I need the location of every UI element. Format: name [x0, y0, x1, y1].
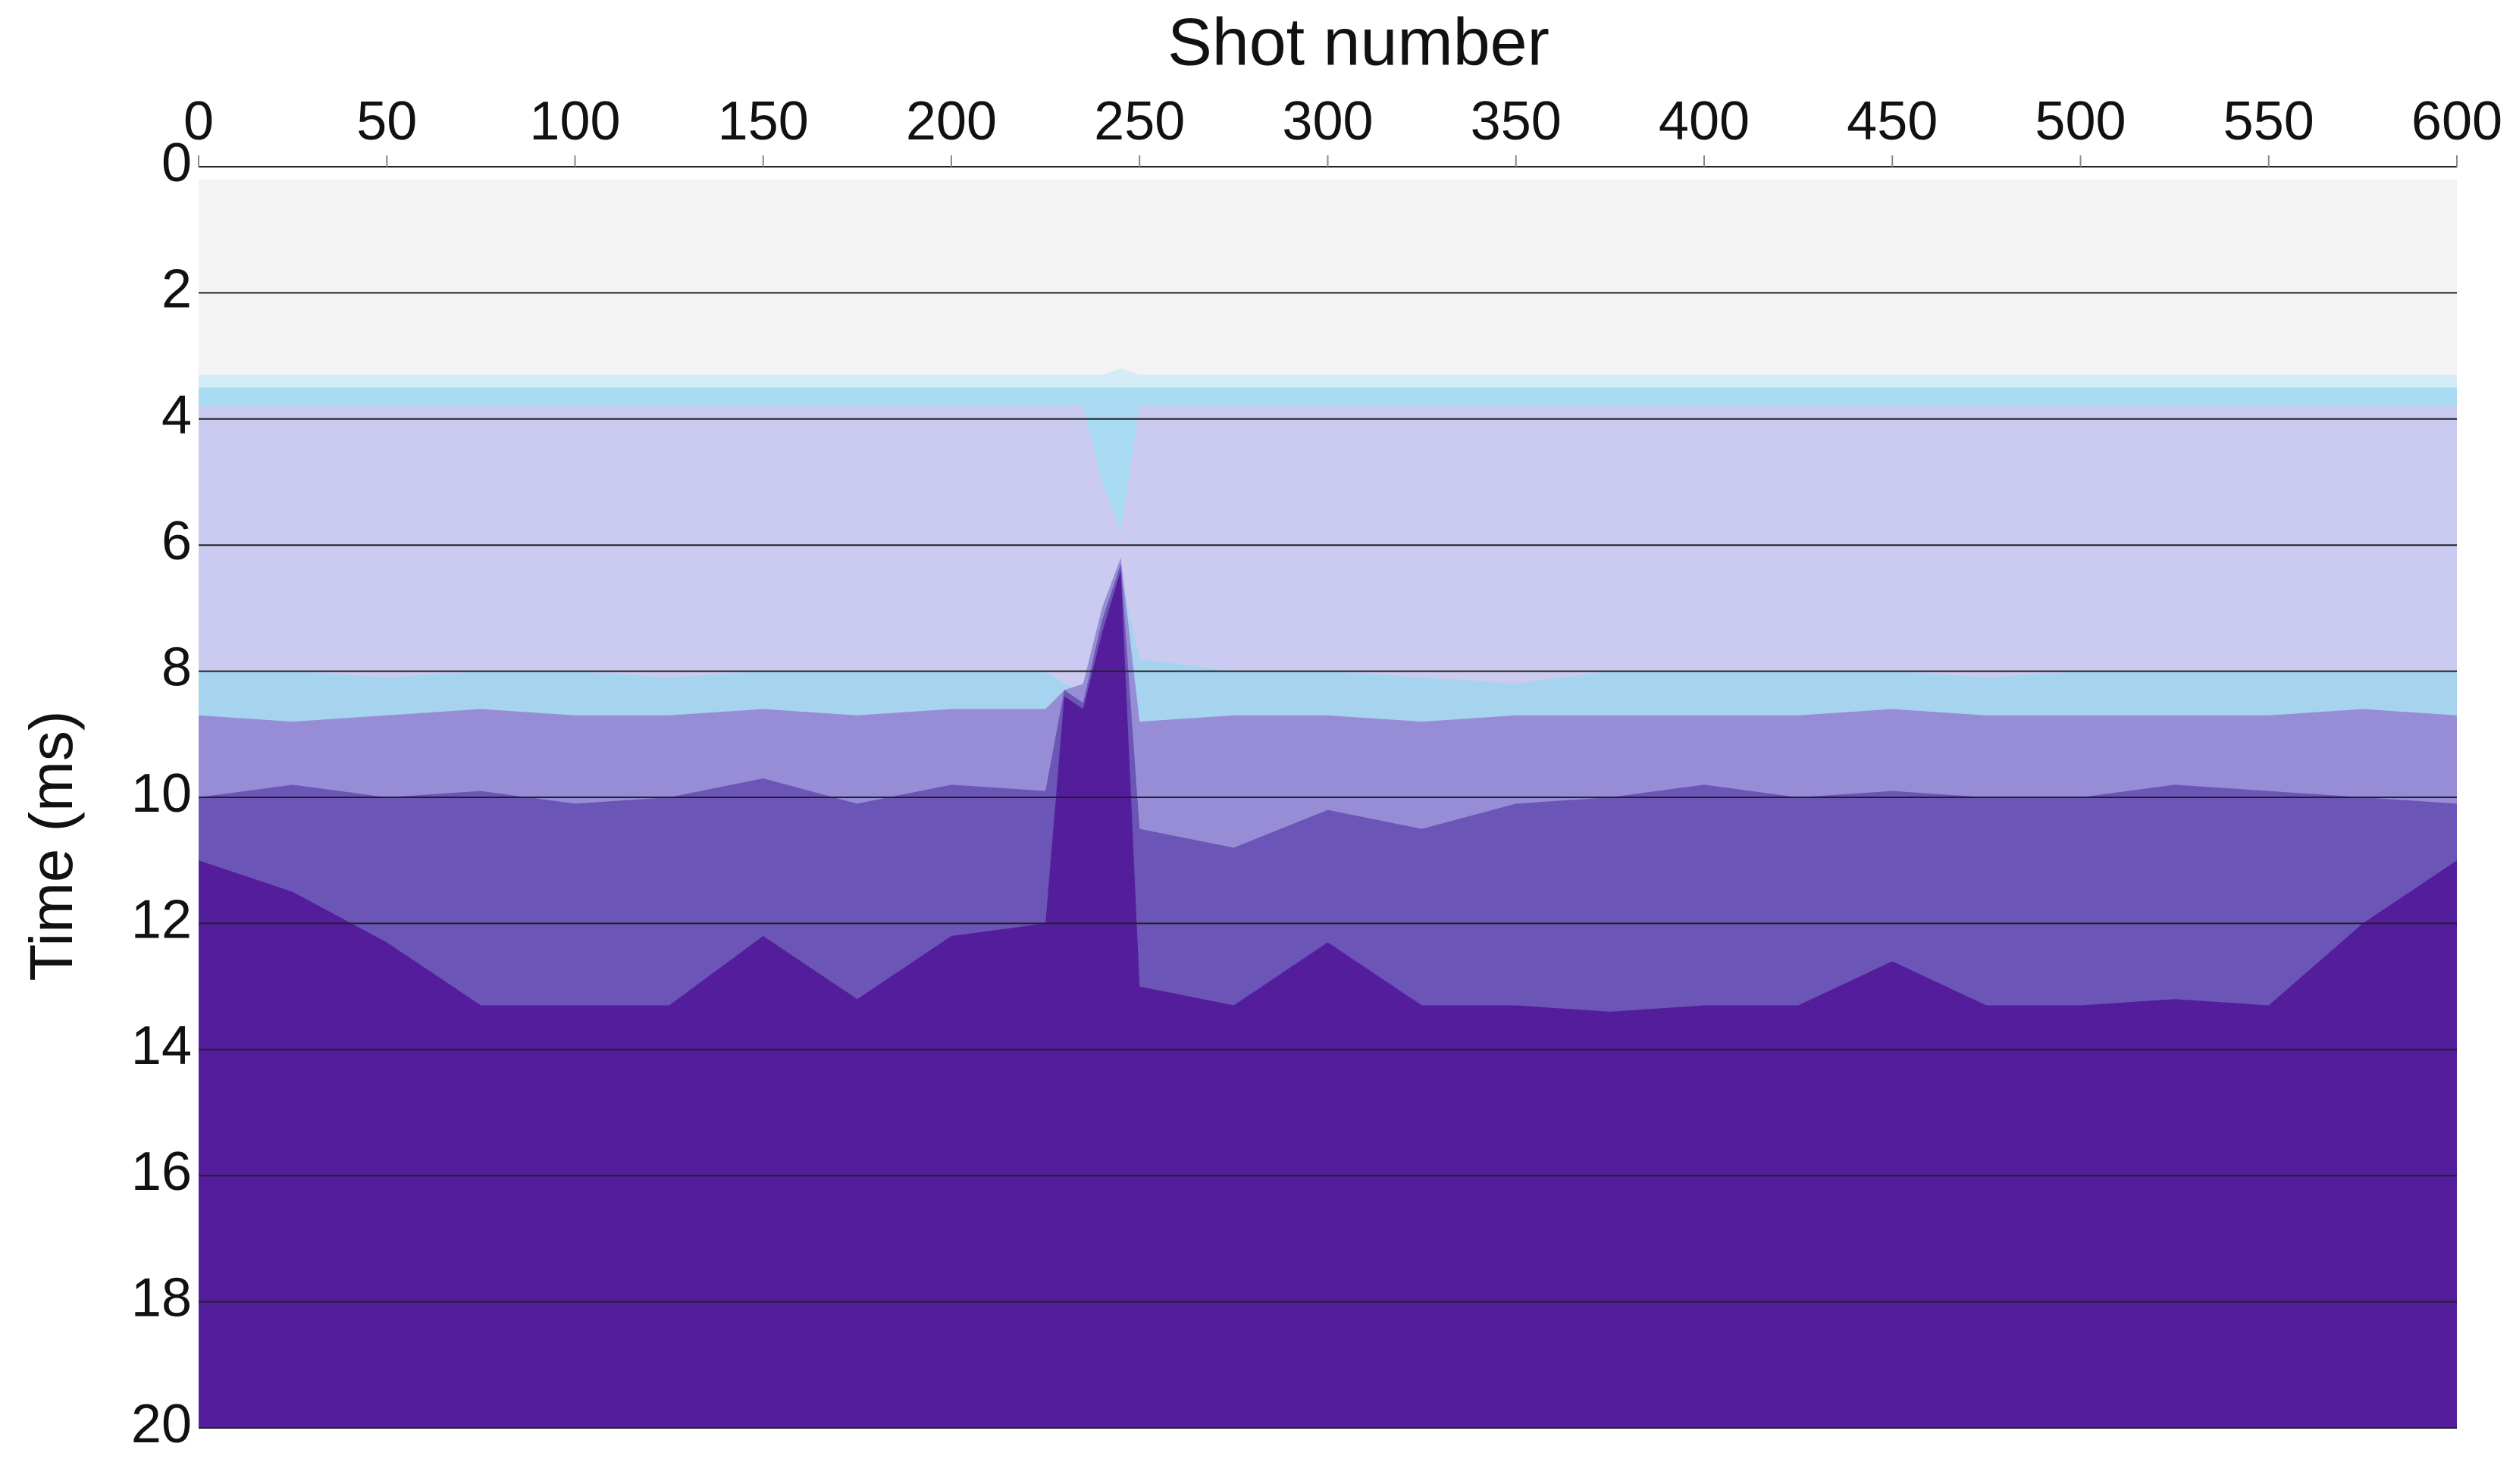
- y-tick-label: 10: [131, 763, 192, 824]
- x-axis-title: Shot number: [1167, 4, 1549, 79]
- x-tick-label: 600: [2411, 91, 2502, 152]
- y-tick-label: 0: [161, 133, 192, 193]
- x-tick-label: 50: [356, 91, 417, 152]
- x-tick-label: 350: [1471, 91, 1562, 152]
- y-tick-label: 2: [161, 258, 192, 319]
- x-tick-label: 150: [718, 91, 809, 152]
- y-tick-label: 20: [131, 1394, 192, 1454]
- y-tick-label: 14: [131, 1016, 192, 1076]
- x-tick-label: 450: [1847, 91, 1938, 152]
- y-tick-label: 16: [131, 1141, 192, 1202]
- x-tick-label: 400: [1659, 91, 1750, 152]
- x-tick-label: 100: [529, 91, 620, 152]
- y-tick-label: 18: [131, 1268, 192, 1329]
- x-tick-label: 300: [1282, 91, 1373, 152]
- layer-area: [199, 570, 2457, 1428]
- y-axis-title: Time (ms): [17, 711, 85, 982]
- x-tick-label: 550: [2223, 91, 2314, 152]
- y-tick-label: 8: [161, 637, 192, 698]
- y-tick-label: 12: [131, 889, 192, 950]
- y-tick-label: 4: [161, 385, 192, 446]
- x-tick-label: 250: [1094, 91, 1185, 152]
- y-tick-label: 6: [161, 511, 192, 571]
- x-tick-label: 200: [906, 91, 997, 152]
- x-tick-label: 500: [2035, 91, 2126, 152]
- x-tick-label: 0: [183, 91, 214, 152]
